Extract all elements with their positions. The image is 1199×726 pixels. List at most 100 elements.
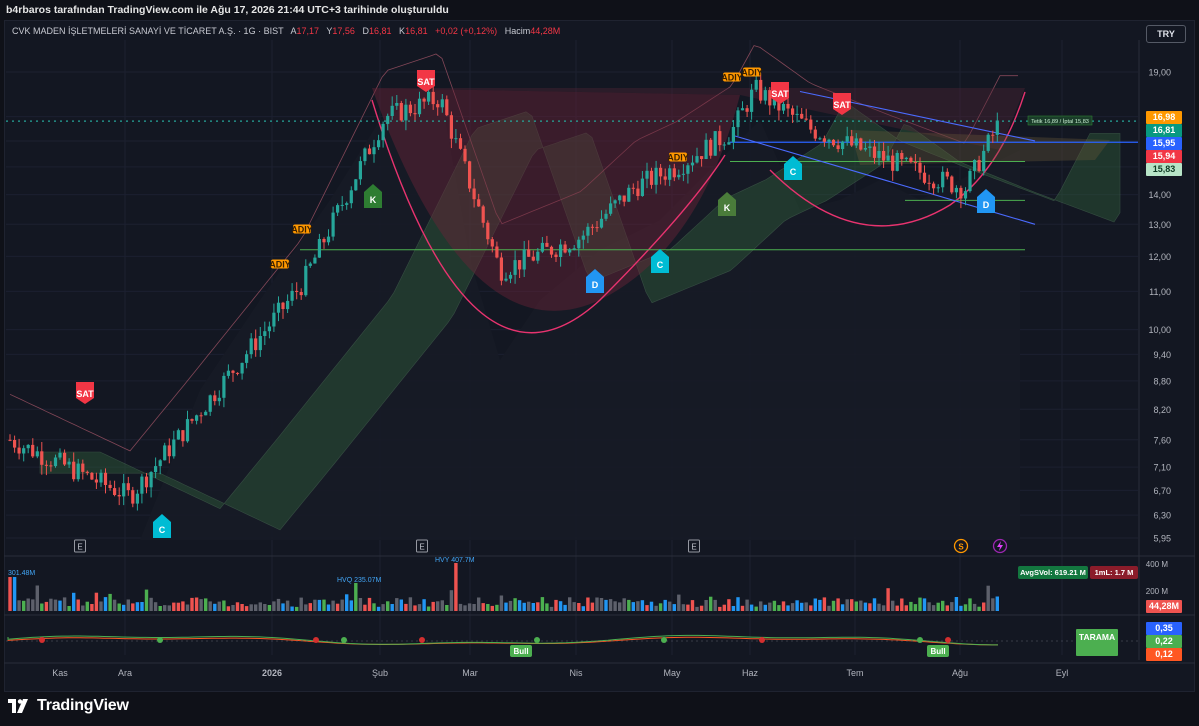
volume-bar: [213, 603, 217, 611]
candle-body: [854, 138, 858, 146]
volume-bar: [713, 599, 717, 611]
candle-body: [750, 89, 754, 112]
adiy-badge-3-box: [669, 152, 687, 162]
volume-bar: [727, 599, 731, 611]
volume-bar: [804, 602, 808, 611]
volume-bar: [936, 602, 940, 611]
volume-bar: [822, 597, 827, 611]
candle-body: [936, 187, 940, 189]
earnings-marker-1: E: [74, 539, 86, 553]
d-signal-2-label: D: [983, 200, 990, 210]
candle-body: [204, 411, 208, 416]
adiy-badge-4-box: [723, 72, 741, 82]
volume-bar: [595, 597, 599, 611]
adiy-badge-4: ADIY: [721, 72, 743, 83]
price-tag: 15,83: [1146, 162, 1182, 176]
volume-bar: [122, 604, 126, 611]
candle-body: [845, 136, 849, 142]
candle-body: [727, 142, 731, 145]
price-tick-label: 13,00: [1148, 220, 1171, 230]
d-signal-2-shape: [977, 189, 995, 213]
candle-body: [144, 476, 149, 488]
candle-body: [422, 98, 426, 102]
candle-body: [781, 104, 786, 111]
volume-bar: [163, 605, 167, 611]
chart-canvas[interactable]: SATSATSATSATKKCCCDDADIYADIYADIYADIYADIYE…: [0, 0, 1199, 692]
candle-body: [195, 415, 199, 421]
volume-bar: [217, 601, 221, 611]
sell-signal-1: SAT: [76, 382, 94, 404]
volume-bar: [918, 597, 922, 611]
currency-selector[interactable]: TRY: [1146, 25, 1186, 43]
c-signal-2: C: [651, 249, 669, 273]
volume-bar: [390, 604, 394, 611]
oscillator-dot: [341, 637, 347, 643]
candle-body: [103, 472, 108, 485]
volume-bar: [372, 603, 376, 611]
volume-bar: [749, 604, 754, 611]
candle-body: [395, 103, 399, 106]
candle-body: [317, 239, 321, 258]
candle-body: [690, 162, 695, 166]
adiy-badge-2: ADIY: [291, 224, 313, 235]
candle-body: [399, 103, 403, 121]
candle-body: [22, 448, 26, 454]
sell-signal-2-shape: [417, 70, 435, 92]
tarama-button[interactable]: TARAMA: [1076, 629, 1118, 656]
candle-body: [672, 168, 676, 178]
volume-bar: [963, 604, 968, 611]
tradingview-logo[interactable]: TradingView: [8, 696, 129, 716]
candle-body: [545, 242, 549, 247]
volume-bar: [231, 605, 235, 611]
volume-bar: [340, 599, 344, 611]
volume-value: 44,28M: [530, 26, 561, 36]
volume-price-tag: 44,28M: [1146, 600, 1182, 613]
time-axis-label: Eyl: [1056, 668, 1069, 678]
candle-body: [859, 138, 863, 150]
volume-bar: [631, 602, 635, 611]
adiy-badge-4-label: ADIY: [721, 73, 743, 83]
candle-body: [440, 99, 444, 108]
candle-body: [281, 302, 285, 309]
volume-bar: [599, 598, 604, 611]
cup-curve: [371, 99, 726, 334]
volume-bar: [590, 602, 595, 611]
candle-body: [308, 263, 312, 266]
high-value: 17,56: [332, 26, 355, 36]
price-tick-label: 6,70: [1153, 486, 1171, 496]
candle-body: [618, 195, 622, 201]
candle-body: [349, 190, 353, 204]
price-tick-label: 6,30: [1153, 511, 1171, 521]
candle-body: [986, 134, 990, 151]
candle-body: [627, 187, 631, 202]
volume-bar: [508, 600, 513, 611]
low-value: 16,81: [368, 26, 392, 36]
candle-body: [85, 471, 89, 473]
volume-bar: [181, 601, 185, 611]
volume-bar: [831, 600, 836, 611]
candle-body: [909, 157, 913, 163]
open-label: A: [290, 26, 297, 36]
volume-bar: [458, 603, 463, 611]
volume-bar: [627, 599, 631, 611]
c-signal-3-shape: [784, 156, 802, 180]
low-label: D: [362, 26, 369, 36]
volume-bar: [790, 603, 795, 611]
volume-bar: [558, 601, 563, 611]
split-marker-circle: [953, 538, 969, 554]
candle-body: [90, 472, 94, 480]
volume-bar: [144, 589, 149, 611]
candle-body: [822, 138, 826, 142]
volume-bar: [49, 598, 53, 611]
volume-bar: [204, 598, 208, 611]
volume-bar: [258, 602, 262, 611]
candle-body: [417, 98, 422, 115]
symbol-name[interactable]: CVK MADEN İŞLETMELERİ SANAYİ VE TİCARET …: [12, 26, 284, 36]
volume-bar: [968, 598, 972, 611]
one-month-volume-badge: 1mL: 1.7 M: [1090, 566, 1138, 579]
candle-body: [185, 419, 190, 442]
volume-bar: [463, 605, 467, 611]
candle-body: [740, 108, 745, 111]
bull-label-text: Bull: [513, 647, 528, 656]
candle-body: [863, 148, 867, 150]
